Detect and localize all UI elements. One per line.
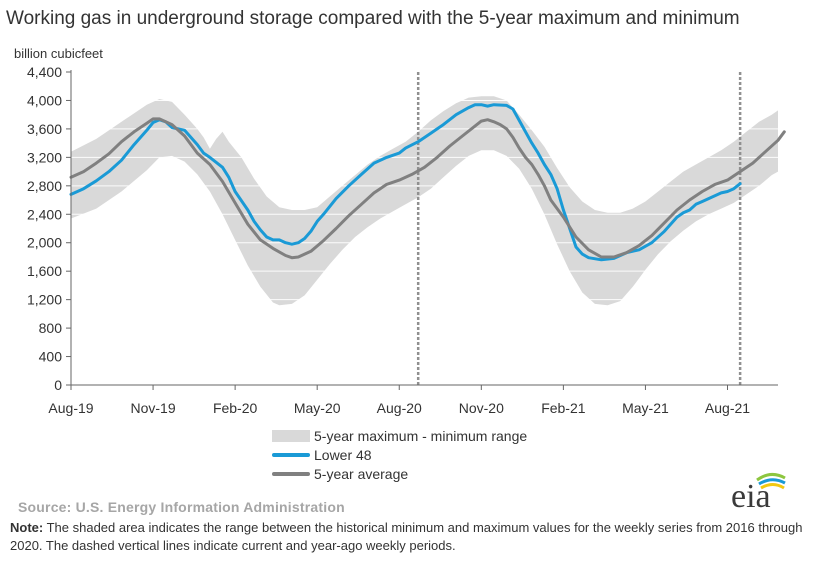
x-tick-label-8: Aug-21 xyxy=(705,400,750,416)
y-tick-label-0: 0 xyxy=(54,377,62,393)
range-band-layer xyxy=(71,96,778,306)
x-tick-label-5: Nov-20 xyxy=(459,400,504,416)
series-lower48-line xyxy=(69,103,742,262)
y-tick-label-1200: 1,200 xyxy=(27,292,62,308)
y-tick-label-3200: 3,200 xyxy=(27,149,62,165)
source-text: Source: U.S. Energy Information Administ… xyxy=(18,499,345,515)
y-axis-unit-label: billion cubicfeet xyxy=(14,46,103,61)
y-tick-label-2400: 2,400 xyxy=(27,206,62,222)
x-tick-label-3: May-20 xyxy=(294,400,341,416)
y-tick-label-1600: 1,600 xyxy=(27,263,62,279)
x-tick-labels: Aug-19 Nov-19 Feb-20 May-20 Aug-20 Nov-20 Feb-… xyxy=(48,400,750,416)
legend-label-lower48: Lower 48 xyxy=(314,446,372,463)
legend-swatch-lower48 xyxy=(272,452,310,457)
logo-text: eia xyxy=(731,478,771,515)
eia-logo: eia xyxy=(727,470,791,520)
axes xyxy=(66,70,778,390)
series-layer xyxy=(69,103,786,262)
legend-label-avg: 5-year average xyxy=(314,465,409,482)
x-tick-label-0: Aug-19 xyxy=(48,400,93,416)
legend-swatch-avg xyxy=(272,471,310,476)
note: Note: The shaded area indicates the rang… xyxy=(10,519,810,555)
y-tick-label-800: 800 xyxy=(39,320,63,336)
chart-title: Working gas in underground storage compa… xyxy=(6,8,740,29)
note-text: The shaded area indicates the range betw… xyxy=(10,520,803,553)
y-tick-labels: 0 400 800 1,200 1,600 2,000 2,400 2,800 3,200 3,6… xyxy=(27,64,62,393)
y-tick-label-400: 400 xyxy=(39,349,63,365)
y-tick-label-2800: 2,800 xyxy=(27,178,62,194)
note-label: Note: xyxy=(10,520,44,535)
x-tick-label-7: May-21 xyxy=(622,400,669,416)
legend-swatch-range xyxy=(272,429,310,442)
y-tick-label-4400: 4,400 xyxy=(27,64,62,80)
y-tick-label-3600: 3,600 xyxy=(27,121,62,137)
x-tick-label-1: Nov-19 xyxy=(130,400,175,416)
x-tick-label-2: Feb-20 xyxy=(213,400,258,416)
legend-label-range: 5-year maximum - minimum range xyxy=(314,427,528,444)
x-tick-label-4: Aug-20 xyxy=(377,400,422,416)
gridlines xyxy=(71,71,778,358)
chart-plot: 0 400 800 1,200 1,600 2,000 2,400 2,800 3,200 3,6… xyxy=(27,64,786,416)
legend-item-lower48: Lower 48 xyxy=(272,445,527,464)
logo-arcs-icon xyxy=(756,473,786,490)
y-tick-label-4000: 4,000 xyxy=(27,92,62,108)
legend: 5-year maximum - minimum range Lower 48 … xyxy=(272,426,527,483)
series-5yr-average-line xyxy=(69,117,786,260)
dashed-vlines xyxy=(416,72,742,385)
legend-item-avg: 5-year average xyxy=(272,464,527,483)
legend-item-range: 5-year maximum - minimum range xyxy=(272,426,527,445)
range-band xyxy=(71,96,778,306)
y-tick-label-2000: 2,000 xyxy=(27,235,62,251)
x-tick-label-6: Feb-21 xyxy=(541,400,586,416)
